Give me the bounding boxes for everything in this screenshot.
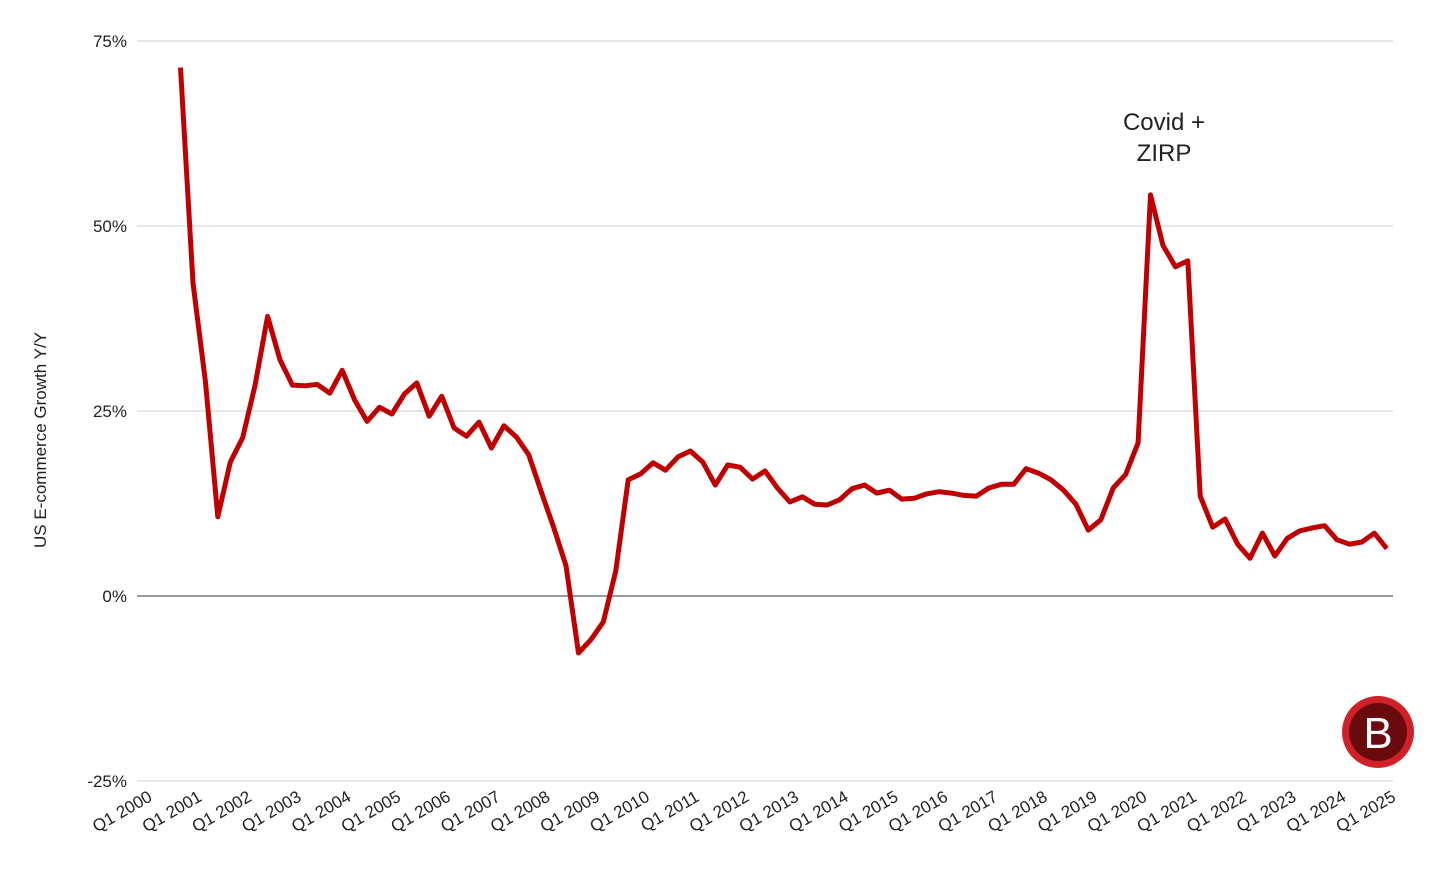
annotation: Covid + ZIRP [1123, 109, 1205, 167]
y-tick-label: 50% [93, 217, 127, 236]
logo: B [1342, 696, 1414, 768]
y-tick-label: -25% [87, 772, 127, 791]
logo-text: B [1363, 709, 1392, 758]
annotation-line: ZIRP [1137, 140, 1192, 167]
logo-disc [1349, 703, 1407, 761]
annotation-line: Covid + [1123, 109, 1205, 136]
y-tick-label: 75% [93, 32, 127, 51]
y-tick-label: 0% [102, 587, 127, 606]
y-tick-label: 25% [93, 402, 127, 421]
y-axis-label: US E-commerce Growth Y/Y [31, 332, 50, 548]
data-line [178, 67, 1389, 656]
